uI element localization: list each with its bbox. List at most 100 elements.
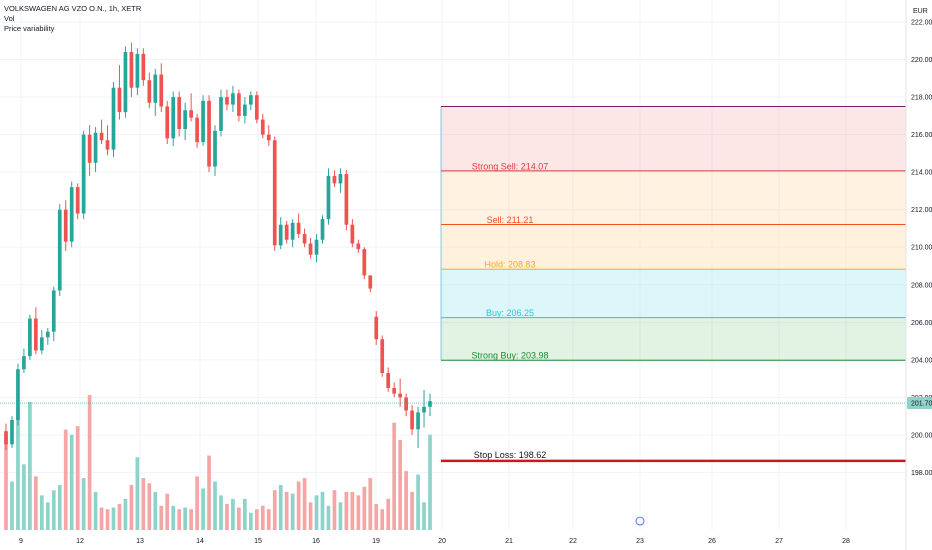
candle-body — [374, 316, 379, 340]
candle-body — [207, 100, 211, 167]
volume-bar — [320, 491, 325, 530]
candle-body — [296, 222, 301, 235]
volume-bar — [153, 491, 158, 530]
volume-bar — [123, 498, 128, 530]
candle-body — [278, 224, 283, 246]
candle-body — [290, 222, 295, 240]
volume-bar — [34, 476, 38, 530]
volume-bar — [117, 504, 122, 530]
candle-body — [159, 74, 164, 107]
indicator-price-variability-legend[interactable]: Price variability — [4, 24, 55, 33]
volume-bar — [39, 495, 44, 530]
volume-bar — [147, 483, 152, 530]
volume-bar — [272, 490, 277, 530]
volume-bar — [254, 509, 259, 530]
symbol-title: VOLKSWAGEN AG VZO O.N., 1h, XETR — [4, 4, 142, 13]
candle-body — [231, 93, 235, 105]
time-tick-label: 23 — [636, 538, 644, 545]
volume-bar — [368, 478, 373, 530]
volume-bar — [374, 504, 379, 530]
price-tick-label: 210.00 — [911, 245, 932, 252]
candle-body — [10, 419, 14, 445]
time-tick-label: 19 — [372, 538, 380, 545]
time-tick-label: 15 — [254, 538, 262, 545]
candle-body — [63, 209, 68, 242]
candle-body — [302, 234, 307, 244]
last-price-label: 201.70 — [911, 401, 932, 408]
volume-bar — [201, 488, 205, 530]
candle-body — [195, 117, 199, 143]
candle-body — [22, 356, 26, 370]
volume-bar — [231, 498, 235, 530]
candle-body — [260, 119, 265, 135]
level-zone — [441, 317, 906, 361]
volume-bar — [183, 507, 188, 530]
candle-body — [392, 388, 397, 394]
candle-body — [314, 239, 319, 255]
volume-bar — [410, 491, 414, 530]
volume-bar — [10, 481, 14, 530]
price-tick-label: 218.00 — [911, 95, 932, 102]
volume-bar — [404, 471, 408, 530]
volume-bar — [344, 491, 349, 530]
candle-body — [338, 174, 343, 184]
price-tick-label: 214.00 — [911, 170, 932, 177]
price-tick-label: 212.00 — [911, 207, 932, 214]
volume-bar — [4, 434, 8, 530]
candle-body — [404, 397, 408, 411]
volume-bar — [290, 493, 295, 530]
level-zone — [441, 106, 906, 171]
candle-body — [237, 93, 241, 116]
time-tick-label: 20 — [438, 538, 446, 545]
price-tick-label: 216.00 — [911, 132, 932, 139]
candle-body — [416, 412, 420, 430]
candle-body — [320, 219, 325, 240]
volume-bar — [45, 502, 50, 530]
price-tick-label: 206.00 — [911, 320, 932, 327]
candle-body — [117, 87, 122, 113]
volume-bar — [260, 505, 265, 530]
volume-bar — [75, 426, 80, 530]
volume-bar — [386, 498, 391, 530]
level-zone — [441, 170, 906, 225]
indicator-volume-legend[interactable]: Vol — [4, 14, 15, 23]
volume-bar — [99, 507, 104, 530]
volume-bar — [225, 504, 229, 530]
candle-body — [51, 290, 56, 332]
volume-bar — [243, 498, 247, 530]
time-tick-label: 13 — [136, 538, 144, 545]
time-tick-label: 27 — [775, 538, 783, 545]
volume-bar — [428, 434, 432, 530]
price-axis: 198.00200.00202.00204.00206.00208.00210.… — [905, 0, 932, 550]
candle-body — [201, 100, 205, 143]
volume-bar — [189, 509, 193, 530]
candle-body — [99, 132, 104, 141]
candle-body — [284, 224, 289, 240]
candle-body — [272, 140, 277, 246]
time-tick-label: 21 — [505, 538, 513, 545]
currency-label: EUR — [913, 8, 928, 15]
price-tick-label: 204.00 — [911, 357, 932, 364]
last-price-badge — [907, 397, 932, 410]
volume-bar — [266, 509, 271, 530]
volume-bar — [284, 491, 289, 530]
volume-bar — [93, 491, 98, 530]
candle-body — [243, 104, 247, 116]
volume-bar — [69, 434, 74, 530]
volume-bar — [326, 505, 331, 530]
candle-body — [386, 372, 391, 389]
candle-body — [87, 134, 92, 163]
volume-bar — [398, 440, 402, 530]
candle-body — [422, 406, 426, 413]
volume-bar — [308, 502, 313, 530]
price-tick-label: 222.00 — [911, 20, 932, 27]
candle-body — [368, 275, 373, 289]
volume-bar — [356, 495, 361, 530]
volume-bar — [248, 512, 253, 530]
price-tick-label: 200.00 — [911, 432, 932, 439]
candle-body — [398, 393, 402, 398]
time-tick-label: 28 — [842, 538, 850, 545]
price-tick-label: 220.00 — [911, 57, 932, 64]
candle-body — [219, 97, 223, 131]
